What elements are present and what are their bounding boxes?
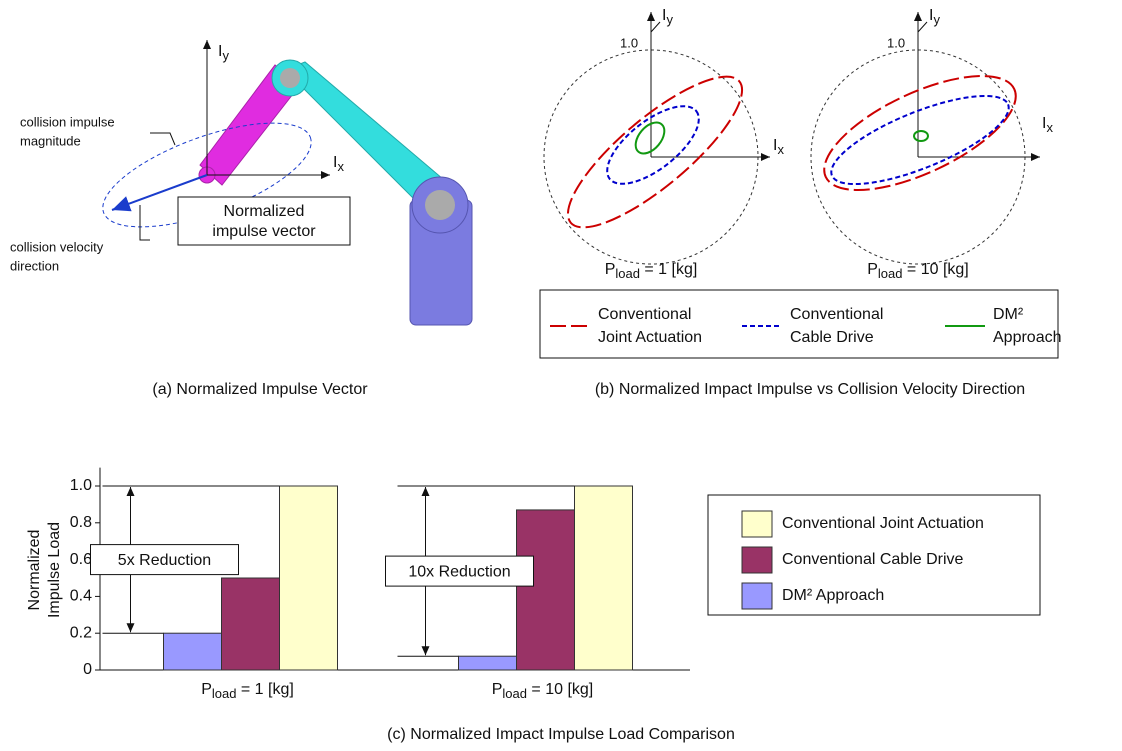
y-axis-label: Normalized Impulse Load bbox=[26, 522, 63, 618]
legend-label: Joint Actuation bbox=[598, 329, 702, 346]
annotation: Normalized bbox=[224, 203, 305, 220]
legend-label: Cable Drive bbox=[790, 329, 874, 346]
legend-label: Approach bbox=[993, 329, 1062, 346]
x-tick-label-part: P bbox=[492, 681, 503, 698]
plot-label: Pload = 10 [kg] bbox=[867, 261, 969, 281]
bar bbox=[221, 577, 280, 671]
bar bbox=[163, 632, 222, 671]
annotation: collision impulse bbox=[20, 114, 115, 129]
polar-plot bbox=[543, 12, 770, 265]
y-tick-label: 0.4 bbox=[70, 588, 92, 605]
impulse-vector bbox=[111, 174, 208, 212]
leader bbox=[150, 132, 176, 146]
bar bbox=[516, 509, 575, 671]
legend-swatch bbox=[741, 582, 773, 610]
y-tick-label: 0.8 bbox=[70, 514, 92, 531]
axis-label: Ix bbox=[1042, 115, 1053, 135]
axis-label: Iy bbox=[218, 43, 229, 63]
annotation: magnitude bbox=[20, 133, 81, 148]
annotation-box bbox=[385, 555, 534, 587]
axis-label: Ix bbox=[773, 137, 784, 157]
legend-label: DM² bbox=[993, 306, 1024, 323]
y-tick-label: 0.6 bbox=[70, 551, 92, 568]
annotation-box bbox=[90, 544, 239, 576]
legend-box bbox=[539, 289, 1059, 359]
y-tick-label: 1.0 bbox=[70, 477, 92, 494]
legend-swatch bbox=[741, 510, 773, 538]
label-box bbox=[177, 196, 351, 246]
x-tick-label-part: load bbox=[502, 686, 527, 701]
legend-label: Conventional bbox=[598, 306, 691, 323]
y-axis-label-line: Impulse Load bbox=[46, 522, 63, 618]
x-tick-label-part: P bbox=[201, 681, 212, 698]
bar bbox=[574, 485, 633, 671]
legend-label: DM² Approach bbox=[782, 587, 884, 604]
impulse-ellipse bbox=[102, 122, 312, 228]
axis-label: Iy bbox=[929, 7, 940, 27]
polar-plot bbox=[810, 12, 1040, 265]
legend: Conventional Joint Actuation Conventional C… bbox=[550, 306, 1062, 346]
bar-chart: 0 0.2 0.4 0.6 0.8 1.0 Normalized Impulse Load Pl… bbox=[26, 467, 1041, 701]
y-axis-label-line: Normalized bbox=[26, 530, 43, 611]
robot-arm bbox=[198, 59, 473, 326]
annotation: collision velocity bbox=[10, 239, 104, 254]
legend-label: Conventional bbox=[790, 306, 883, 323]
x-tick-label-part: = 10 [kg] bbox=[527, 681, 593, 698]
caption: (c) Normalized Impact Impulse Load Compa… bbox=[387, 726, 735, 743]
annotation: impulse vector bbox=[212, 223, 316, 240]
radius-label: 1.0 bbox=[620, 35, 638, 50]
axis-label: Iy bbox=[662, 7, 673, 27]
caption: (a) Normalized Impulse Vector bbox=[152, 381, 368, 398]
x-tick-label-part: = 1 [kg] bbox=[236, 681, 293, 698]
caption: (b) Normalized Impact Impulse vs Collisi… bbox=[595, 381, 1025, 398]
annotation: 10x Reduction bbox=[408, 563, 510, 580]
annotation: direction bbox=[10, 258, 59, 273]
legend-label: Conventional Joint Actuation bbox=[782, 515, 984, 532]
annotation: 5x Reduction bbox=[118, 552, 211, 569]
leader bbox=[139, 205, 150, 241]
x-tick-label-part: load bbox=[212, 686, 237, 701]
y-tick-label: 0.2 bbox=[70, 624, 92, 641]
y-tick-label: 0 bbox=[83, 661, 92, 678]
legend-swatch bbox=[741, 546, 773, 574]
x-tick-label: Pload = 1 [kg] bbox=[201, 681, 294, 701]
legend-label: Conventional Cable Drive bbox=[782, 551, 964, 568]
radius-label: 1.0 bbox=[887, 35, 905, 50]
plot-label: Pload = 1 [kg] bbox=[605, 261, 698, 281]
axis-label: Ix bbox=[333, 154, 344, 174]
bar bbox=[279, 485, 338, 671]
bar bbox=[458, 655, 517, 671]
x-tick-label: Pload = 10 [kg] bbox=[492, 681, 594, 701]
